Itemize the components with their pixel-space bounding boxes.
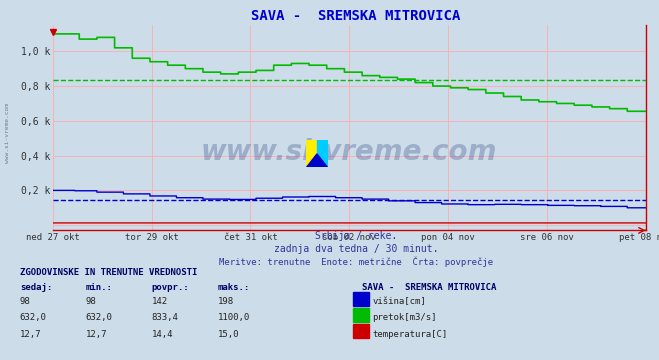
Text: 198: 198 [217, 297, 233, 306]
Text: 12,7: 12,7 [20, 330, 42, 339]
Text: www.si-vreme.com: www.si-vreme.com [201, 139, 498, 166]
Text: višina[cm]: višina[cm] [372, 297, 426, 306]
Text: povpr.:: povpr.: [152, 283, 189, 292]
Text: SAVA -  SREMSKA MITROVICA: SAVA - SREMSKA MITROVICA [251, 9, 461, 23]
Text: sedaj:: sedaj: [20, 283, 52, 292]
Text: 98: 98 [86, 297, 96, 306]
Text: 98: 98 [20, 297, 30, 306]
Text: maks.:: maks.: [217, 283, 250, 292]
Text: 833,4: 833,4 [152, 314, 179, 323]
Text: min.:: min.: [86, 283, 113, 292]
Text: ZGODOVINSKE IN TRENUTNE VREDNOSTI: ZGODOVINSKE IN TRENUTNE VREDNOSTI [20, 269, 197, 278]
Polygon shape [306, 140, 317, 167]
Text: temperatura[C]: temperatura[C] [372, 330, 447, 339]
Text: SAVA -  SREMSKA MITROVICA: SAVA - SREMSKA MITROVICA [362, 283, 497, 292]
Text: 632,0: 632,0 [86, 314, 113, 323]
Text: www.si-vreme.com: www.si-vreme.com [5, 103, 11, 163]
Text: 142: 142 [152, 297, 167, 306]
Text: zadnja dva tedna / 30 minut.: zadnja dva tedna / 30 minut. [273, 244, 438, 254]
Polygon shape [317, 140, 328, 167]
Text: pretok[m3/s]: pretok[m3/s] [372, 314, 437, 323]
Text: 14,4: 14,4 [152, 330, 173, 339]
Text: 12,7: 12,7 [86, 330, 107, 339]
Text: 15,0: 15,0 [217, 330, 239, 339]
Text: Srbija / reke.: Srbija / reke. [315, 231, 397, 242]
Polygon shape [306, 154, 328, 167]
Text: 632,0: 632,0 [20, 314, 47, 323]
Text: Meritve: trenutne  Enote: metrične  Črta: povprečje: Meritve: trenutne Enote: metrične Črta: … [219, 256, 493, 267]
Text: 1100,0: 1100,0 [217, 314, 250, 323]
